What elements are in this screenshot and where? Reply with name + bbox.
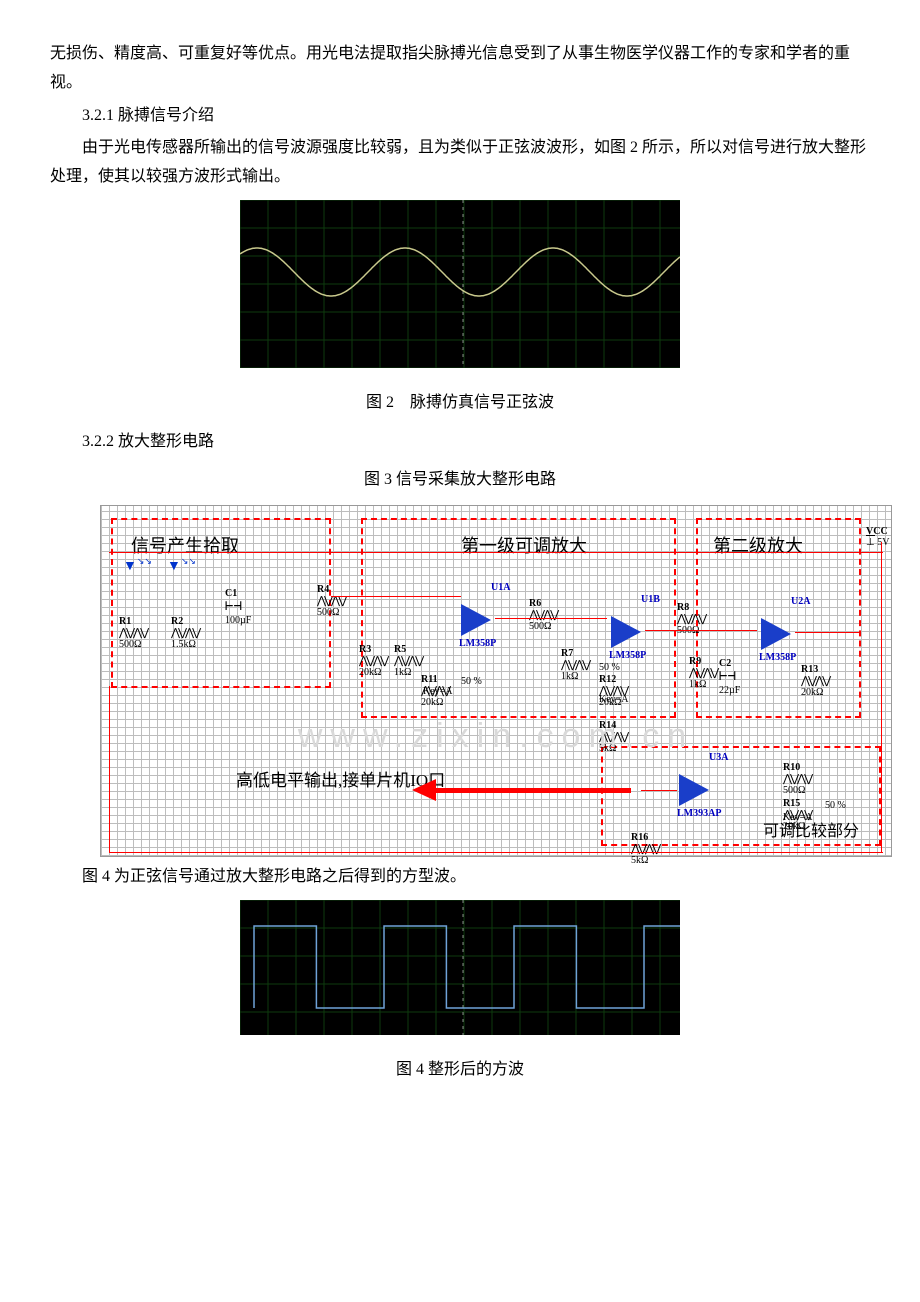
component-r6: R6⋀⋁⋀⋁500Ω (529, 598, 557, 632)
figure-2-caption: 图 2 脉搏仿真信号正弦波 (50, 389, 870, 418)
component-r3: R3⋀⋁⋀⋁20kΩ (359, 644, 387, 678)
figure-3-caption: 图 3 信号采集放大整形电路 (50, 466, 870, 495)
wire (109, 852, 883, 853)
wire (109, 686, 110, 852)
opamp-u1b (611, 616, 641, 648)
wire (795, 632, 861, 633)
wire (495, 618, 607, 619)
component-c1: C1⊢⊣100µF (225, 588, 251, 625)
section-3-2-1-heading: 3.2.1 脉搏信号介绍 (50, 102, 870, 131)
opamp-id: U1A (491, 582, 510, 593)
component-r14: R14⋀⋁⋀⋁5kΩ (599, 720, 627, 754)
figure-4-caption: 图 4 整形后的方波 (50, 1056, 870, 1085)
circuit-region-label: 第一级可调放大 (461, 530, 587, 562)
component-r2: R2⋀⋁⋀⋁1.5kΩ (171, 616, 199, 650)
section-3-2-2-heading: 3.2.2 放大整形电路 (50, 428, 870, 457)
component-annotation: 50 % (599, 662, 620, 673)
component-annotation: 50 % (825, 800, 846, 811)
opamp-part: LM393AP (677, 808, 721, 819)
paragraph-continuation: 无损伤、精度高、可重复好等优点。用光电法提取指尖脉搏光信息受到了从事生物医学仪器… (50, 40, 870, 98)
wire (645, 630, 757, 631)
figure-2-oscilloscope (240, 200, 680, 368)
component-c2: C2⊢⊣22µF (719, 658, 740, 695)
component-r16: R16⋀⋁⋀⋁5kΩ (631, 832, 659, 866)
opamp-u3a (679, 774, 709, 806)
figure-4-oscilloscope (240, 900, 680, 1035)
opamp-id: U1B (641, 594, 660, 605)
led-icon: ▼↘↘ (167, 554, 196, 579)
component-r4: R4⋀⋁⋀⋁500Ω (317, 584, 345, 618)
wire (881, 542, 882, 852)
opamp-id: U3A (709, 752, 728, 763)
component-annotation: 50 % (461, 676, 482, 687)
component-r13: R13⋀⋁⋀⋁20kΩ (801, 664, 829, 698)
opamp-part: LM358P (759, 652, 796, 663)
component-r1: R1⋀⋁⋀⋁500Ω (119, 616, 147, 650)
vcc-label: VCC⊥ 5V (866, 526, 889, 548)
paragraph-fig4-intro: 图 4 为正弦信号通过放大整形电路之后得到的方型波。 (50, 863, 870, 892)
led-icon: ▼↘↘ (123, 554, 152, 579)
component-r7: R7⋀⋁⋀⋁1kΩ (561, 648, 589, 682)
wire (109, 552, 883, 553)
component-r9: R9⋀⋁⋀⋁1kΩ (689, 656, 717, 690)
opamp-part: LM358P (609, 650, 646, 661)
component-r5: R5⋀⋁⋀⋁1kΩ (394, 644, 422, 678)
paragraph-pulse-intro: 由于光电传感器所输出的信号波源强度比较弱，且为类似于正弦波波形，如图 2 所示，… (50, 134, 870, 192)
opamp-u1a (461, 604, 491, 636)
circuit-region-label: 第二级放大 (713, 530, 803, 562)
wire (641, 790, 677, 791)
wire (331, 596, 461, 597)
figure-3-wrap: 信号产生拾取第一级可调放大第二级放大可调比较部分VCC⊥ 5V高低电平输出,接单… (100, 505, 870, 857)
component-r10: R10⋀⋁⋀⋁500Ω (783, 762, 811, 796)
figure-2-wrap (50, 200, 870, 379)
opamp-id: U2A (791, 596, 810, 607)
component-annotation: Key=A (423, 686, 453, 697)
component-annotation: Key=A (783, 812, 813, 823)
component-annotation: Key=A (599, 694, 629, 705)
figure-4-wrap (50, 900, 870, 1046)
output-arrow (436, 788, 631, 793)
opamp-u2a (761, 618, 791, 650)
opamp-part: LM358P (459, 638, 496, 649)
figure-3-circuit: 信号产生拾取第一级可调放大第二级放大可调比较部分VCC⊥ 5V高低电平输出,接单… (100, 505, 892, 857)
